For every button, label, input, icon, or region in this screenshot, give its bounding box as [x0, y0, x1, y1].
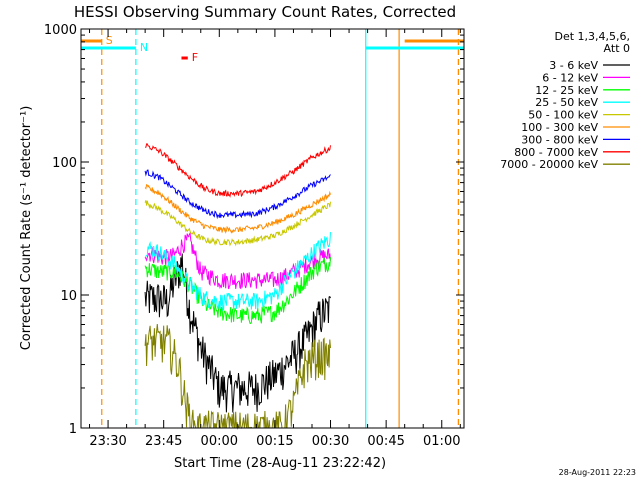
legend-label-100-300-kev: 100 - 300 keV [521, 121, 598, 134]
plot-frame [80, 28, 465, 429]
y-tick-label: 1000 [44, 23, 77, 38]
legend-label-6-12-kev: 6 - 12 keV [542, 71, 598, 84]
x-tick-label: 00:30 [312, 434, 349, 449]
x-tick-label: 01:00 [423, 434, 460, 449]
x-tick-label: 23:45 [145, 434, 182, 449]
series-layer [144, 143, 331, 430]
legend-label-12-25-kev: 12 - 25 keV [535, 84, 598, 97]
y-axis-label: Corrected Count Rate (s⁻¹ detector⁻¹) [19, 106, 34, 351]
state-bar-label-n: N [140, 41, 148, 54]
x-tick-label: 23:30 [89, 434, 126, 449]
legend-label-7000-20000-kev: 7000 - 20000 keV [500, 158, 598, 171]
x-tick-label: 00:00 [201, 434, 238, 449]
y-tick-label: 1 [69, 422, 77, 437]
state-bar-label-f: F [192, 51, 198, 64]
legend-label-800-7000-kev: 800 - 7000 keV [514, 146, 598, 159]
chart-title: HESSI Observing Summary Count Rates, Cor… [74, 3, 456, 21]
y-tick-label: 100 [52, 156, 77, 171]
series-line-100-300-kev [144, 183, 331, 234]
legend-label-25-50-kev: 25 - 50 keV [535, 96, 598, 109]
series-line-800-7000-kev [145, 143, 331, 198]
state-bars-layer: S N F [81, 29, 464, 428]
legend-label-50-100-kev: 50 - 100 keV [528, 109, 598, 122]
series-line-25-50-kev [145, 232, 331, 312]
series-line-12-25-kev [144, 257, 331, 324]
x-tick-label: 00:15 [256, 434, 293, 449]
series-line-50-100-kev [144, 200, 331, 247]
legend-header-line-2: Att 0 [604, 42, 630, 55]
timestamp: 28-Aug-2011 22:23 [559, 468, 636, 477]
state-bar-label-s: S [106, 34, 113, 47]
legend-label-3-6-kev: 3 - 6 keV [549, 59, 598, 72]
legend-header-line-1: Det 1,3,4,5,6, [554, 30, 630, 43]
x-axis-label: Start Time (28-Aug-11 23:22:42) [174, 456, 386, 471]
series-line-300-800-kev [144, 169, 331, 220]
series-line-3-6-kev [144, 253, 331, 413]
legend-label-300-800-kev: 300 - 800 keV [521, 133, 598, 146]
axis-layer: 1 10 100 1000 23:30 23:45 00:00 00:15 00:30 00:45… [44, 23, 464, 449]
x-tick-label: 00:45 [367, 434, 404, 449]
y-tick-label: 10 [60, 289, 77, 304]
